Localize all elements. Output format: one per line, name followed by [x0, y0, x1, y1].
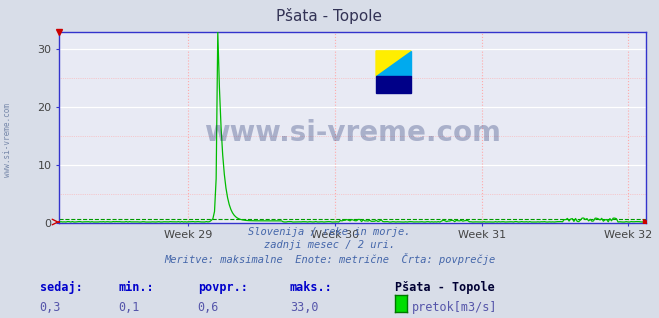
Text: zadnji mesec / 2 uri.: zadnji mesec / 2 uri.: [264, 240, 395, 250]
Text: www.si-vreme.com: www.si-vreme.com: [3, 103, 13, 177]
Text: www.si-vreme.com: www.si-vreme.com: [204, 119, 501, 147]
Text: maks.:: maks.:: [290, 281, 333, 294]
Text: pretok[m3/s]: pretok[m3/s]: [412, 301, 498, 314]
Text: 0,1: 0,1: [119, 301, 140, 314]
Text: sedaj:: sedaj:: [40, 281, 82, 294]
Polygon shape: [376, 51, 411, 76]
Text: povpr.:: povpr.:: [198, 281, 248, 294]
Text: Meritve: maksimalne  Enote: metrične  Črta: povprečje: Meritve: maksimalne Enote: metrične Črta…: [164, 253, 495, 265]
Text: 0,3: 0,3: [40, 301, 61, 314]
Bar: [376, 76, 411, 93]
Text: Slovenija / reke in morje.: Slovenija / reke in morje.: [248, 227, 411, 237]
Text: 0,6: 0,6: [198, 301, 219, 314]
Text: Pšata - Topole: Pšata - Topole: [395, 281, 495, 294]
Text: Pšata - Topole: Pšata - Topole: [277, 8, 382, 24]
Polygon shape: [376, 51, 411, 76]
Text: min.:: min.:: [119, 281, 154, 294]
Text: 33,0: 33,0: [290, 301, 318, 314]
